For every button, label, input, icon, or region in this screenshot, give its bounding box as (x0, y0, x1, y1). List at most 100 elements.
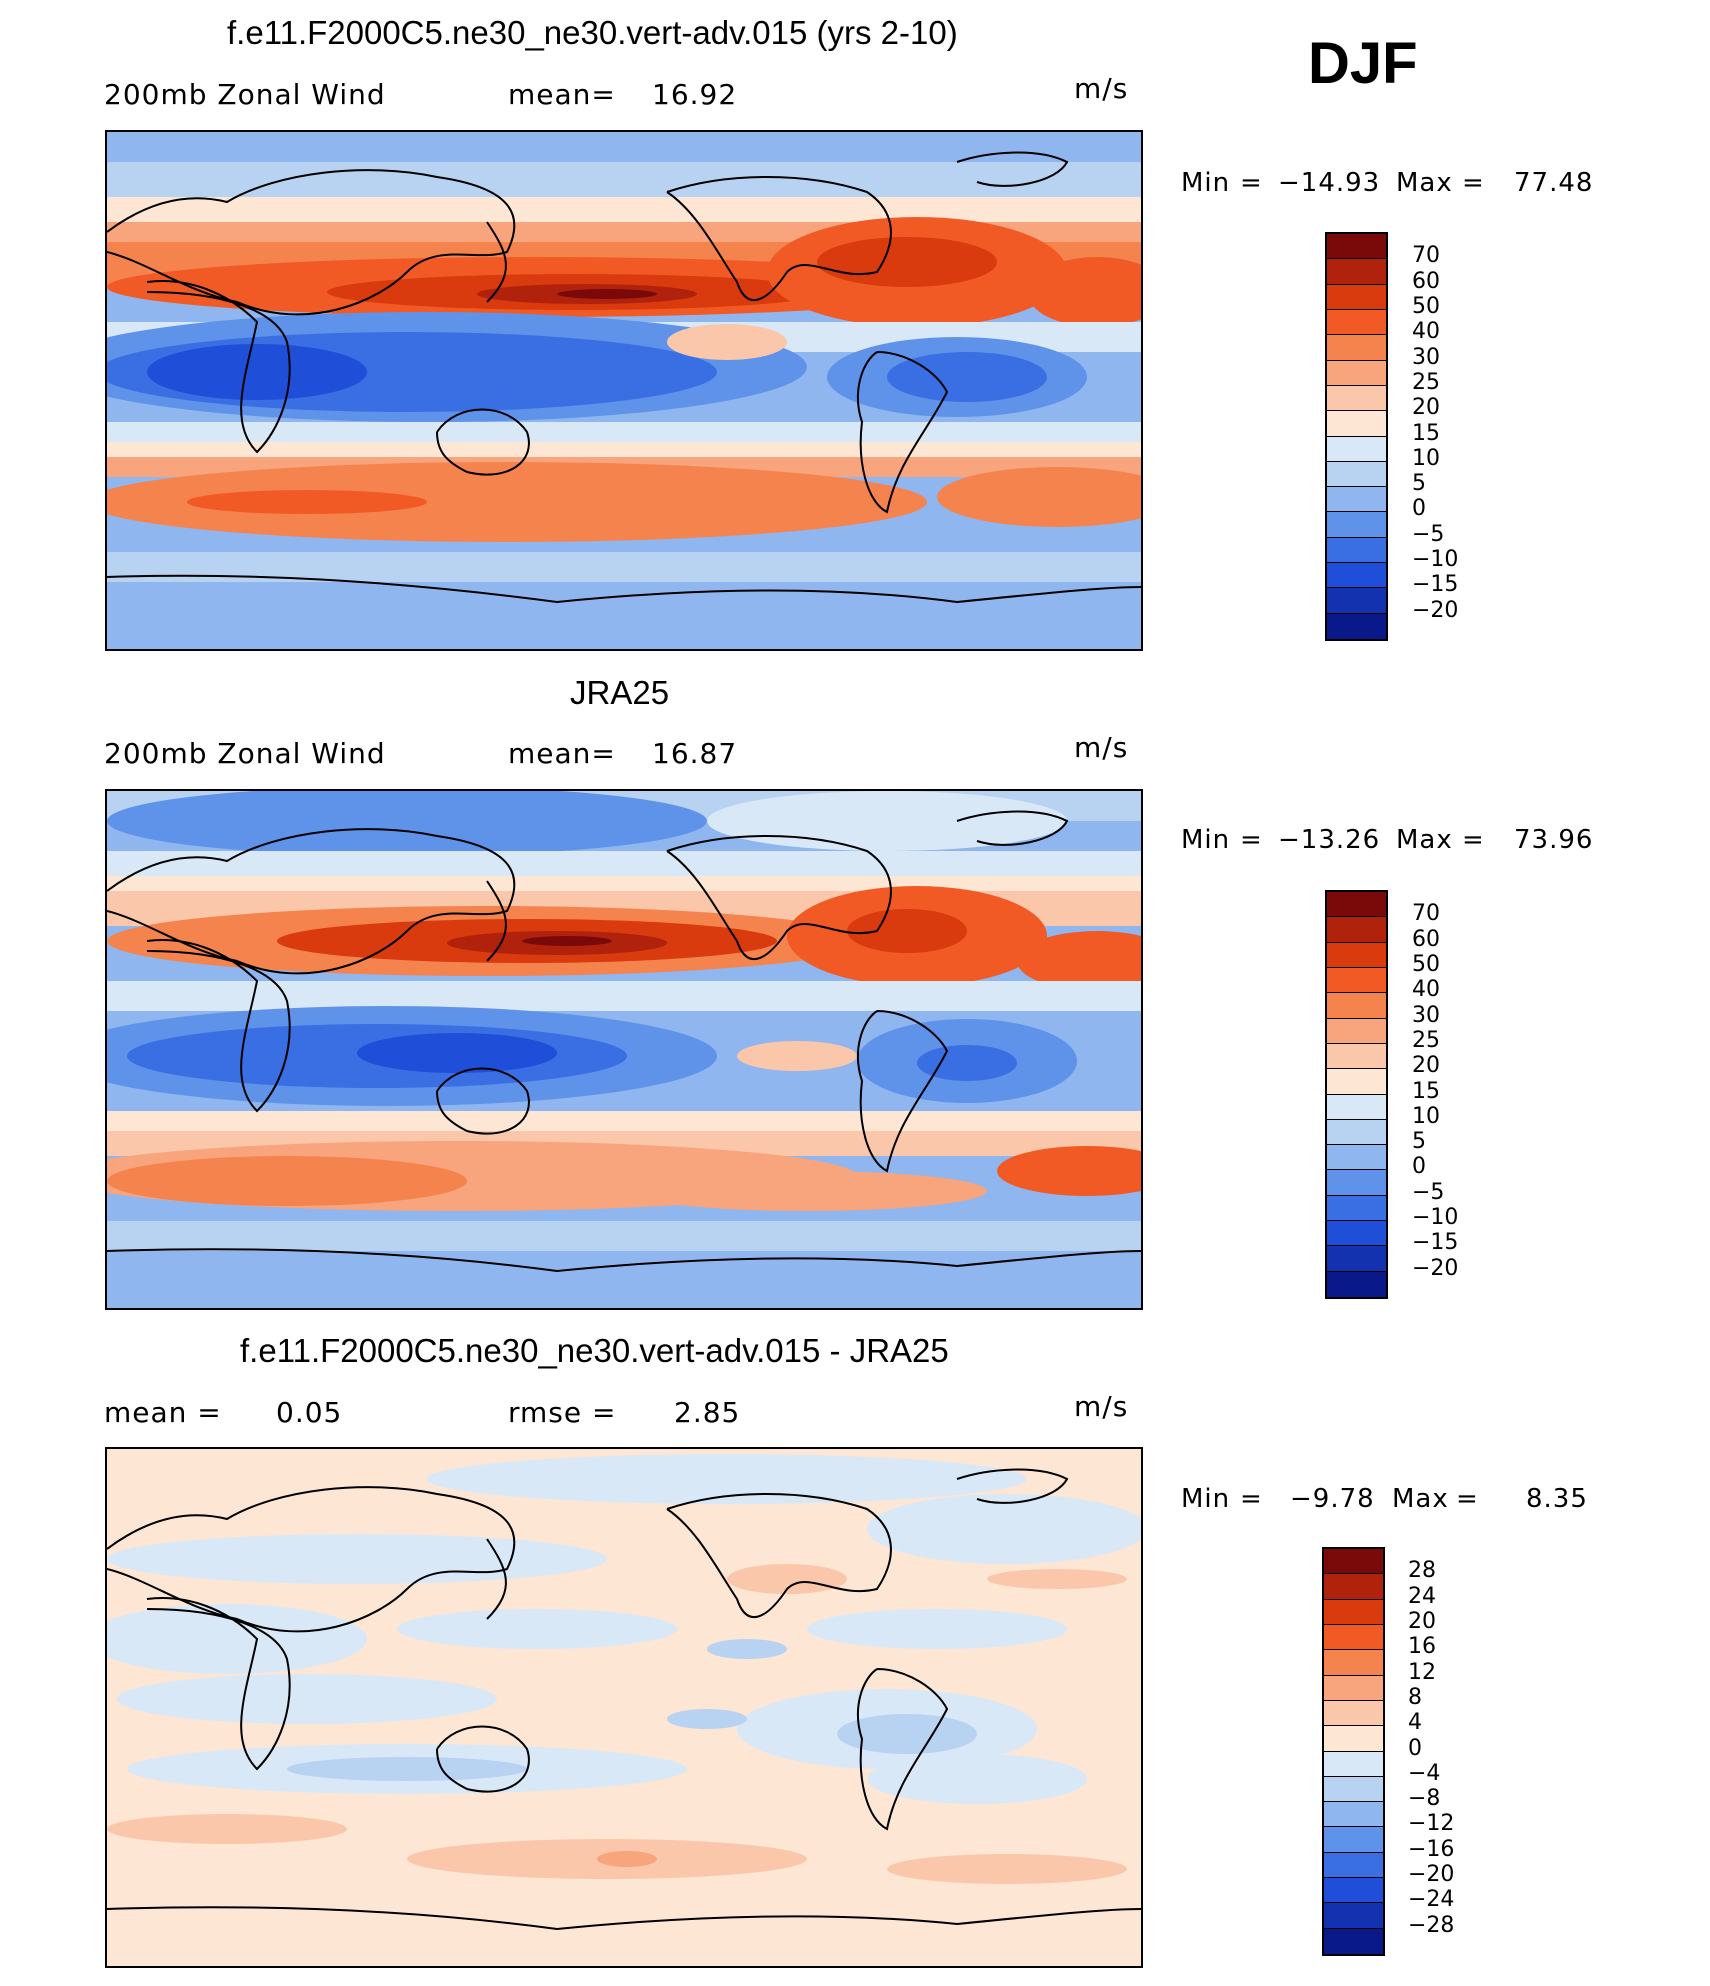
colorbar-swatch (1327, 892, 1386, 918)
colorbar-tick-label: 15 (1412, 1078, 1440, 1104)
minmax-max-label: Max (1396, 168, 1453, 198)
colorbar-swatch (1327, 1145, 1386, 1171)
colorbar-swatch (1324, 1675, 1383, 1701)
minmax-eq1: = (1240, 1484, 1263, 1514)
panel-title-model: f.e11.F2000C5.ne30_ne30.vert-adv.015 (yr… (227, 14, 958, 51)
colorbar-tick-label: 10 (1412, 445, 1440, 471)
colorbar-swatch (1327, 613, 1386, 639)
colorbar-tick-label: −8 (1408, 1786, 1441, 1812)
minmax-max-value: 73.96 (1514, 825, 1594, 855)
colorbar-swatch (1327, 1246, 1386, 1272)
colorbar-tick-label: 0 (1412, 496, 1426, 522)
colorbar-swatch (1327, 1195, 1386, 1222)
panel-mean-label: mean = (104, 1396, 222, 1429)
colorbar-swatch (1327, 1119, 1386, 1146)
colorbar-swatch (1327, 1170, 1386, 1196)
minmax-eq2: = (1462, 168, 1485, 198)
colorbar-tick-label: 50 (1412, 293, 1440, 319)
panel-mean-value: 0.05 (276, 1396, 343, 1429)
map-panel-model (105, 130, 1143, 651)
colorbar-swatch (1324, 1827, 1383, 1853)
colorbar-tick-label: 12 (1408, 1659, 1436, 1685)
colorbar-tick-label: 24 (1408, 1583, 1436, 1609)
colorbar-tick-label: 28 (1408, 1558, 1436, 1584)
panel-units: m/s (1074, 1390, 1129, 1423)
panel-mean-value: 16.87 (652, 737, 738, 770)
colorbar-tick-label: 5 (1412, 1129, 1426, 1155)
panel-rmse-value: 2.85 (674, 1396, 741, 1429)
colorbar-tick-label: 20 (1408, 1608, 1436, 1634)
colorbar-swatch (1327, 284, 1386, 310)
colorbar-tick-label: 25 (1412, 1027, 1440, 1053)
colorbar-swatch (1324, 1802, 1383, 1828)
colorbar-swatch (1324, 1878, 1383, 1904)
panel-mean-value: 16.92 (652, 78, 738, 111)
colorbar-swatch (1327, 1221, 1386, 1247)
minmax-max-value: 8.35 (1526, 1484, 1588, 1514)
minmax-min-value: −13.26 (1278, 825, 1381, 855)
colorbar-swatch (1327, 1271, 1386, 1297)
colorbar-swatch (1327, 1043, 1386, 1070)
colorbar-tick-label: 20 (1412, 395, 1440, 421)
season-label: DJF (1308, 31, 1418, 96)
colorbar-tick-label: 30 (1412, 1002, 1440, 1028)
colorbar-swatch (1327, 436, 1386, 462)
minmax-eq1: = (1240, 168, 1263, 198)
map-panel-obs (105, 789, 1143, 1310)
colorbar-swatch (1324, 1726, 1383, 1752)
colorbar-swatch (1324, 1751, 1383, 1777)
colorbar-swatch (1324, 1624, 1383, 1651)
colorbar-swatch (1324, 1549, 1383, 1575)
colorbar-swatch (1327, 917, 1386, 943)
colorbar-tick-label: −20 (1412, 597, 1459, 623)
panel-title-diff: f.e11.F2000C5.ne30_ne30.vert-adv.015 - J… (240, 1332, 949, 1369)
colorbar-tick-label: 40 (1412, 977, 1440, 1003)
colorbar-swatch (1324, 1599, 1383, 1625)
colorbar-tick-label: −24 (1408, 1887, 1455, 1913)
colorbar-swatch (1324, 1650, 1383, 1676)
colorbar-tick-label: 20 (1412, 1053, 1440, 1079)
colorbar-tick-label: 10 (1412, 1103, 1440, 1129)
colorbar-tick-label: −20 (1408, 1862, 1455, 1888)
colorbar-tick-label: −4 (1408, 1760, 1441, 1786)
minmax-min-label: Min (1181, 1484, 1231, 1514)
colorbar-swatch (1327, 993, 1386, 1019)
panel-variable-label: 200mb Zonal Wind (104, 737, 386, 770)
colorbar-tick-label: 15 (1412, 420, 1440, 446)
colorbar-swatch (1327, 309, 1386, 336)
colorbar-swatch (1327, 360, 1386, 386)
colorbar-swatch (1327, 1094, 1386, 1120)
colorbar-swatch (1327, 335, 1386, 361)
colorbar-tick-label: 50 (1412, 951, 1440, 977)
colorbar-tick-label: 0 (1412, 1154, 1426, 1180)
minmax-min-label: Min (1181, 825, 1231, 855)
colorbar-tick-label: 0 (1408, 1735, 1422, 1761)
minmax-min-value: −14.93 (1278, 168, 1381, 198)
colorbar-tick-label: 40 (1412, 319, 1440, 345)
colorbar-swatch (1327, 385, 1386, 412)
colorbar-swatch (1327, 234, 1386, 260)
colorbar-tick-label: 25 (1412, 369, 1440, 395)
colorbar-swatch (1324, 1928, 1383, 1954)
minmax-eq2: = (1456, 1484, 1479, 1514)
colorbar-swatch (1327, 487, 1386, 513)
colorbar-swatch (1327, 967, 1386, 994)
colorbar-tick-label: 70 (1412, 243, 1440, 269)
minmax-min-label: Min (1181, 168, 1231, 198)
colorbar-tick-label: −5 (1412, 1179, 1445, 1205)
colorbar-tick-label: −28 (1408, 1912, 1455, 1938)
colorbar-swatch (1324, 1852, 1383, 1879)
colorbar-swatch (1327, 259, 1386, 285)
colorbar-swatch (1324, 1700, 1383, 1727)
colorbar-swatch (1327, 512, 1386, 538)
minmax-min-value: −9.78 (1290, 1484, 1375, 1514)
colorbar-tick-label: 8 (1408, 1684, 1422, 1710)
panel-variable-label: 200mb Zonal Wind (104, 78, 386, 111)
colorbar-obs (1325, 890, 1388, 1299)
colorbar-tick-label: −20 (1412, 1255, 1459, 1281)
panel-mean-label: mean= (508, 737, 616, 770)
colorbar-swatch (1327, 537, 1386, 564)
colorbar-swatch (1324, 1776, 1383, 1803)
colorbar-tick-label: 4 (1408, 1710, 1422, 1736)
map-panel-diff (105, 1447, 1143, 1968)
